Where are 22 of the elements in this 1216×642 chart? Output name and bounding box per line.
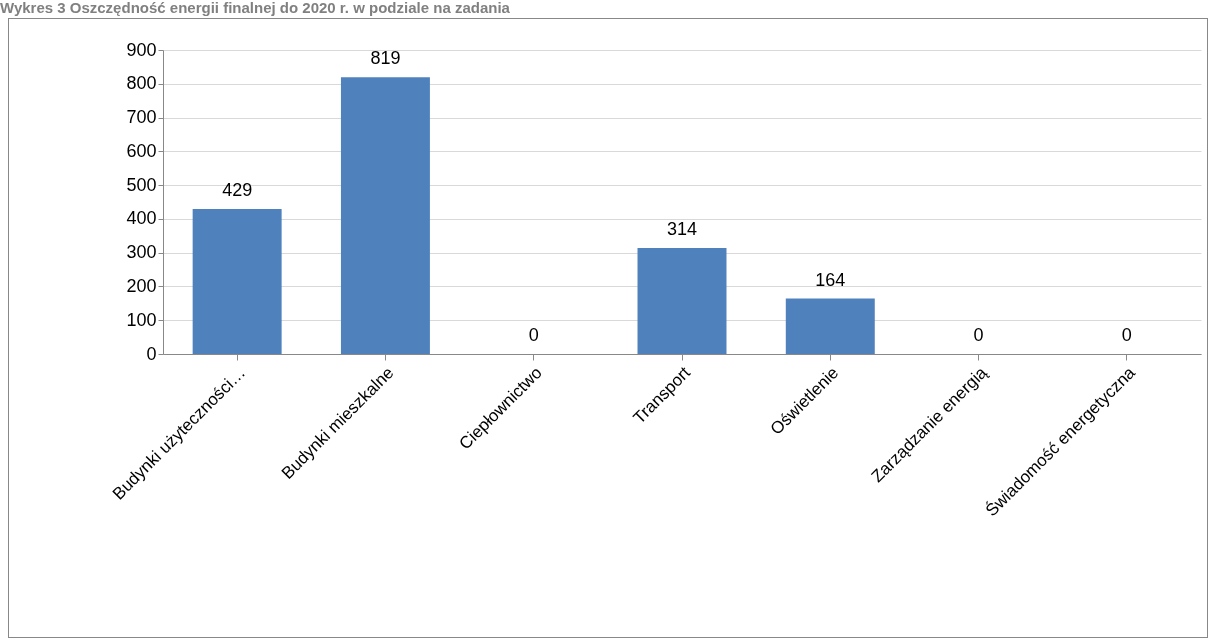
data-label: 314 <box>666 218 698 239</box>
bar <box>637 247 727 354</box>
data-label: 0 <box>1121 325 1132 345</box>
y-tick-label: 300 <box>126 242 157 263</box>
data-label: 164 <box>815 269 846 290</box>
y-tick-label: 600 <box>126 140 157 161</box>
bar <box>340 77 430 354</box>
y-tick-label: 0 <box>146 343 157 364</box>
data-label: 0 <box>528 325 539 345</box>
y-tick-label: 900 <box>126 39 157 60</box>
chart-title: Wykres 3 Oszczędność energii finalnej do 2020 r. w podziale na zadania <box>0 0 511 18</box>
bar <box>785 298 875 354</box>
bar <box>192 209 282 354</box>
y-tick-label: 700 <box>126 107 157 128</box>
data-label: 429 <box>222 180 253 201</box>
y-tick-label: 800 <box>126 73 157 94</box>
y-tick-label: 500 <box>126 174 157 195</box>
y-tick-label: 200 <box>126 275 157 296</box>
data-label: 819 <box>370 48 401 69</box>
data-label: 0 <box>973 325 984 345</box>
y-tick-label: 400 <box>126 208 157 229</box>
y-tick-label: 100 <box>126 309 157 330</box>
